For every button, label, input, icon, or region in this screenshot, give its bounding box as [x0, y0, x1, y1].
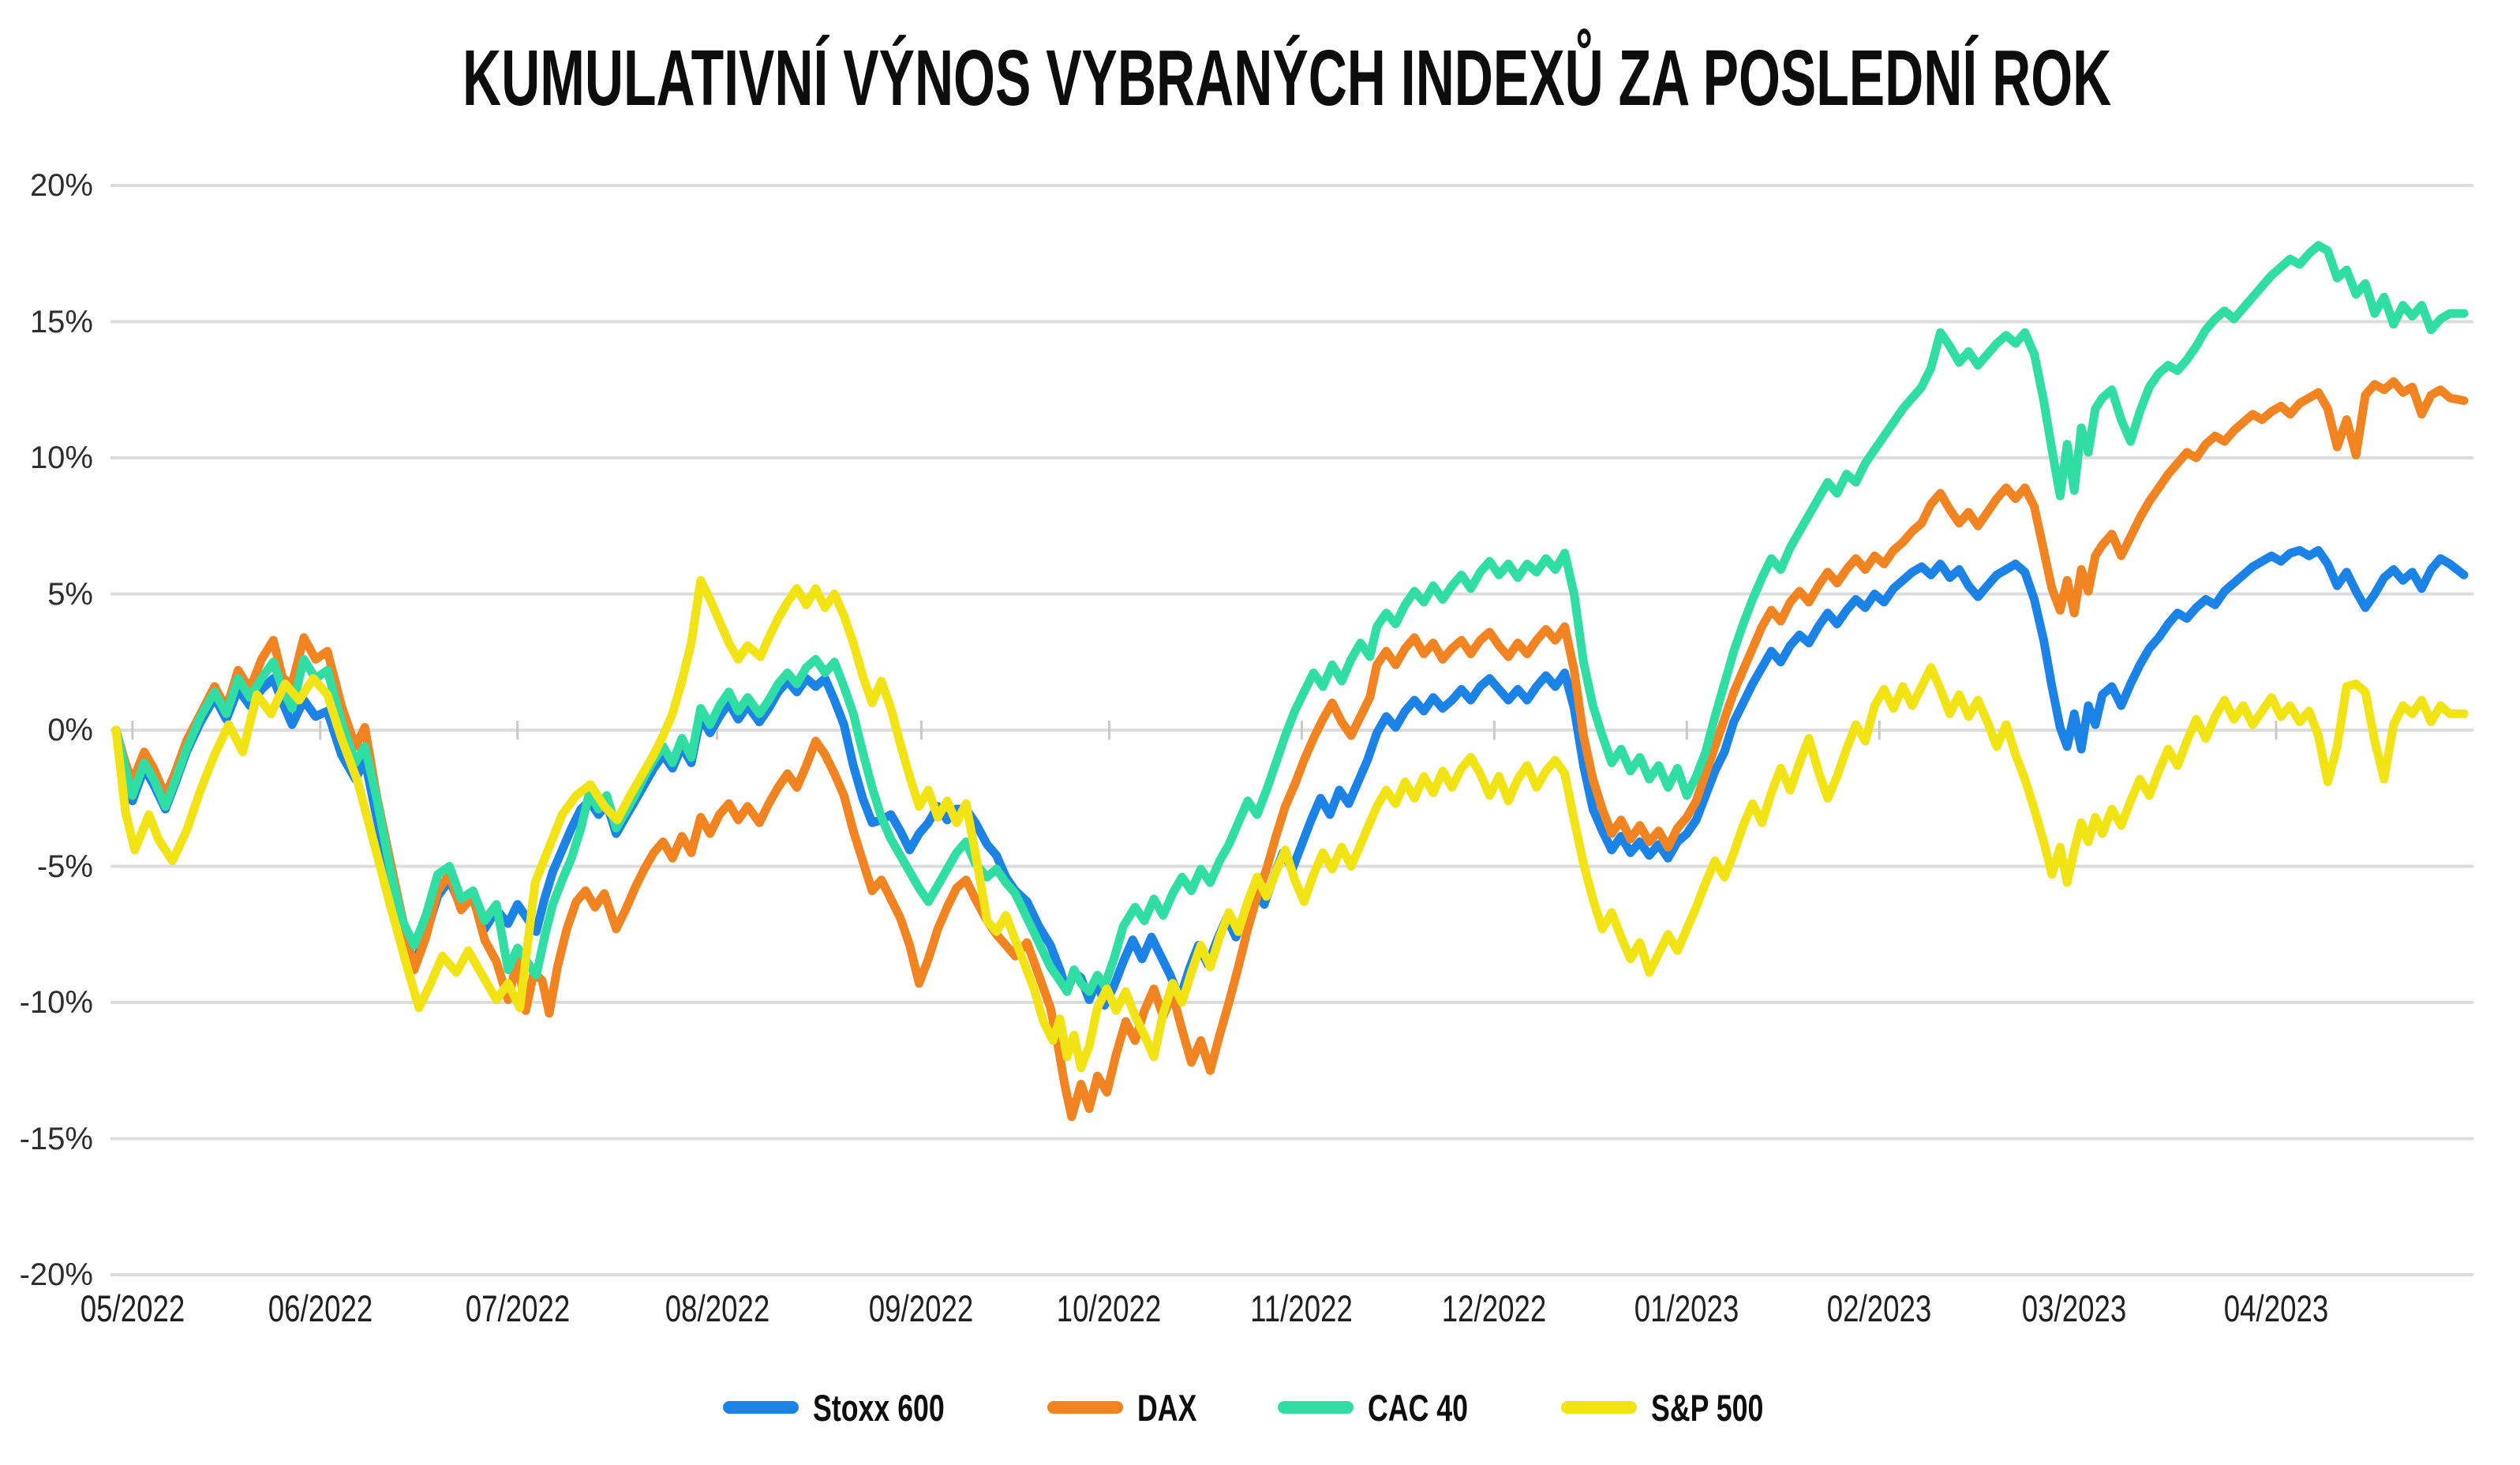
legend-swatch-dax [1047, 1401, 1124, 1414]
y-axis-label-5%: 5% [47, 576, 93, 612]
legend-item-s-p-500: S&P 500 [1560, 1386, 1799, 1429]
legend-label-dax: DAX [1137, 1386, 1197, 1429]
y-axis-label-15%: 15% [29, 304, 93, 339]
x-axis-label-03/2023: 03/2023 [2021, 1287, 2127, 1329]
y-axis-label--15%: -15% [19, 1121, 93, 1156]
legend-swatch-cac-40 [1277, 1401, 1354, 1414]
x-axis-label-11/2022: 11/2022 [1250, 1287, 1354, 1329]
x-axis-label-06/2022: 06/2022 [268, 1287, 373, 1329]
y-axis-label--20%: -20% [19, 1257, 93, 1292]
series-line-s-p-500 [111, 575, 2469, 1073]
y-axis-label-20%: 20% [29, 168, 93, 203]
y-axis-label--10%: -10% [19, 985, 93, 1020]
legend-label-cac-40: CAC 40 [1367, 1386, 1468, 1429]
x-axis-label-10/2022: 10/2022 [1057, 1287, 1162, 1329]
legend-item-cac-40: CAC 40 [1277, 1386, 1500, 1429]
x-axis-label-08/2022: 08/2022 [665, 1287, 769, 1329]
x-axis-label-09/2022: 09/2022 [869, 1287, 974, 1329]
y-axis-label-10%: 10% [29, 440, 93, 475]
series-line-stoxx-600 [111, 545, 2469, 1010]
x-axis-label-05/2022: 05/2022 [80, 1287, 185, 1329]
x-axis-label-01/2023: 01/2023 [1634, 1287, 1739, 1329]
legend-swatch-s-p-500 [1560, 1401, 1637, 1414]
legend-swatch-stoxx-600 [722, 1401, 799, 1414]
chart-title: KUMULATIVNÍ VÝNOS VYBRANÝCH INDEXŮ ZA PO… [462, 34, 2112, 122]
legend-label-s-p-500: S&P 500 [1650, 1386, 1764, 1429]
y-axis-label--5%: -5% [36, 849, 93, 884]
series-line-dax [111, 377, 2469, 1122]
x-axis-label-04/2023: 04/2023 [2223, 1287, 2329, 1329]
legend-label-stoxx-600: Stoxx 600 [812, 1386, 945, 1429]
x-axis-label-02/2023: 02/2023 [1826, 1287, 1932, 1329]
legend-item-stoxx-600: Stoxx 600 [722, 1386, 986, 1429]
x-axis-label-12/2022: 12/2022 [1442, 1287, 1547, 1329]
x-axis-label-07/2022: 07/2022 [465, 1287, 570, 1329]
legend: Stoxx 600 DAX CAC 40 S&P 500 [87, 1372, 2435, 1443]
zero-axis-month-ticks [131, 721, 2278, 740]
legend-item-dax: DAX [1047, 1386, 1215, 1429]
series-line-cac-40 [111, 241, 2469, 996]
y-axis-label-0%: 0% [47, 713, 93, 747]
